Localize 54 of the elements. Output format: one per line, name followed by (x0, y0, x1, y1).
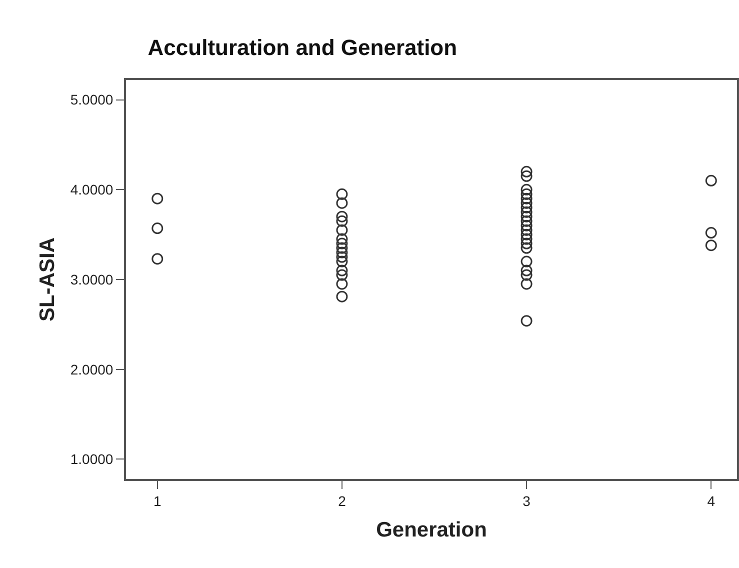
point (520, 264, 532, 276)
point (336, 251, 348, 263)
chart-title: Acculturation and Generation (148, 35, 458, 60)
point (152, 192, 164, 204)
x-tick-label: 4 (707, 492, 716, 509)
point (336, 224, 348, 236)
point (520, 228, 532, 240)
point (520, 188, 532, 200)
point (705, 174, 717, 186)
point (336, 242, 348, 254)
point (520, 278, 532, 290)
point (336, 233, 348, 245)
point (520, 269, 532, 281)
point (520, 166, 532, 178)
point (520, 315, 532, 327)
point (520, 233, 532, 245)
point (520, 238, 532, 250)
y-tick-label: 3.0000 (70, 271, 114, 288)
y-axis-title: SL-ASIA (36, 238, 60, 322)
point (336, 188, 348, 200)
x-axis-title: Generation (376, 518, 487, 542)
point (336, 238, 348, 250)
point (520, 202, 532, 214)
point (520, 224, 532, 236)
point (520, 206, 532, 218)
point (520, 184, 532, 196)
point (520, 215, 532, 227)
point (520, 170, 532, 182)
y-tick-label: 2.0000 (70, 361, 114, 378)
x-tick-label: 2 (338, 492, 346, 509)
point (336, 215, 348, 227)
point (336, 278, 348, 290)
point (705, 240, 717, 252)
point (152, 222, 164, 234)
point (336, 246, 348, 258)
point (152, 253, 164, 265)
point (520, 197, 532, 209)
point (336, 197, 348, 209)
point (520, 242, 532, 254)
point (336, 264, 348, 276)
point (705, 227, 717, 239)
point (520, 210, 532, 222)
y-tick-label: 5.0000 (70, 92, 114, 108)
point (520, 256, 532, 268)
point (336, 269, 348, 281)
x-tick-label: 1 (153, 492, 162, 509)
point (336, 256, 348, 268)
point (520, 192, 532, 204)
point (336, 210, 348, 222)
y-tick-label: 1.0000 (70, 451, 114, 468)
y-tick-label: 4.0000 (70, 182, 114, 198)
point (520, 220, 532, 232)
point (336, 290, 348, 302)
x-tick-label: 3 (522, 492, 531, 509)
